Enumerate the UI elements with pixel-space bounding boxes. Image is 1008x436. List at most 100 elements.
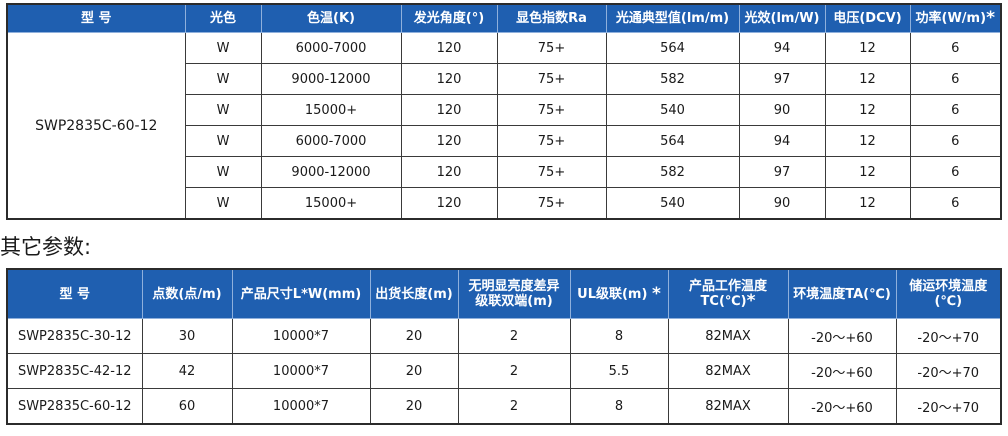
table-cell: 82MAX (667, 353, 789, 389)
asterisk-mark: * (651, 283, 661, 304)
table-cell: 120 (400, 94, 498, 126)
table-cell: 12 (824, 156, 911, 188)
table-cell: 2 (457, 388, 571, 425)
table-cell: SWP2835C-30-12 (6, 318, 143, 354)
table-cell: 582 (605, 156, 740, 188)
table-cell: 12 (824, 125, 911, 157)
header-cri: 显色指数Ra (496, 3, 607, 33)
table-cell: 10000*7 (231, 318, 371, 354)
table-cell: 75+ (496, 125, 607, 157)
table-cell: 2 (457, 353, 571, 389)
table-cell: 540 (605, 94, 740, 126)
table-cell: 42 (141, 353, 233, 389)
table-cell: W (184, 94, 262, 126)
header-luminous-flux: 光通典型值(lm/m) (605, 3, 740, 33)
table-cell: -20～+70 (895, 318, 1002, 354)
table-cell: -20～+70 (895, 388, 1002, 425)
table-cell: 6 (909, 125, 1002, 157)
table-row: SWP2835C-60-12 W 6000-7000 120 75+ 564 9… (6, 32, 1002, 220)
table-cell: 75+ (496, 187, 607, 220)
table-cell: 120 (400, 125, 498, 157)
table-cell: 15000+ (260, 187, 402, 220)
table-cell: 60 (141, 388, 233, 425)
model-cell: SWP2835C-60-12 (6, 32, 186, 220)
table-cell: 20 (369, 388, 459, 425)
table-cell: 9000-12000 (260, 156, 402, 188)
led-spec-table: 型 号 光色 色温(K) 发光角度(°) 显色指数Ra 光通典型值(lm/m) … (6, 3, 1002, 220)
header-length: 出货长度(m) (369, 268, 459, 319)
table-cell: 75+ (496, 63, 607, 95)
section-title-other-params: 其它参数: (0, 235, 92, 259)
table-cell: SWP2835C-42-12 (6, 353, 143, 389)
table-row: W 9000-12000 120 75+ 582 97 12 6 (7, 63, 1002, 95)
header-tc-line2: TC(℃) (700, 294, 747, 309)
params-header-row: 型 号 点数(点/m) 产品尺寸L*W(mm) 出货长度(m) 无明显亮度差异级… (6, 268, 1002, 319)
table-row: W 6000-7000 120 75+ 564 94 12 6 (7, 125, 1002, 157)
asterisk-mark: * (746, 291, 756, 311)
table-cell: 82MAX (667, 318, 789, 354)
table-cell: 90 (738, 187, 826, 220)
table-cell: SWP2835C-60-12 (6, 388, 143, 425)
other-params-table: 型 号 点数(点/m) 产品尺寸L*W(mm) 出货长度(m) 无明显亮度差异级… (6, 268, 1002, 425)
table-row: W 15000+ 120 75+ 540 90 12 6 (7, 187, 1002, 220)
table-cell: 120 (400, 63, 498, 95)
table-cell: 6 (909, 63, 1002, 95)
table-cell: 90 (738, 94, 826, 126)
table-cell: 94 (738, 32, 826, 64)
header-voltage: 电压(DCV) (824, 3, 911, 33)
table-cell: 12 (824, 94, 911, 126)
table-cell: 564 (605, 125, 740, 157)
table-cell: W (184, 63, 262, 95)
table-cell: -20～+60 (787, 388, 897, 425)
table-cell: W (184, 125, 262, 157)
table-cell: 120 (400, 187, 498, 220)
header-storage-temp: 储运环境温度(℃) (895, 268, 1002, 319)
table-cell: W (184, 156, 262, 188)
table-cell: 6 (909, 94, 1002, 126)
table-cell: 75+ (496, 156, 607, 188)
header-power-label: 功率(W/m) (915, 11, 987, 26)
table-row: SWP2835C-30-12 30 10000*7 20 2 8 82MAX -… (6, 318, 1002, 354)
header-tc-temp: 产品工作温度 TC(℃)* (667, 268, 789, 319)
header-points: 点数(点/m) (141, 268, 233, 319)
table-cell: 12 (824, 63, 911, 95)
header-ul-cascade: UL级联(m) * (569, 268, 669, 319)
table-cell: 12 (824, 32, 911, 64)
table-cell: 82MAX (667, 388, 789, 425)
table-cell: 5.5 (569, 353, 669, 389)
asterisk-mark: * (986, 8, 995, 28)
header-no-diff-line1: 无明显亮度差异 (468, 279, 560, 294)
table-cell: 10000*7 (231, 388, 371, 425)
table-cell: 6000-7000 (260, 125, 402, 157)
table-cell: W (184, 187, 262, 220)
table-row: W 9000-12000 120 75+ 582 97 12 6 (7, 156, 1002, 188)
table-row: SWP2835C-60-12 60 10000*7 20 2 8 82MAX -… (6, 388, 1002, 425)
table-cell: 6 (909, 187, 1002, 220)
table-cell: 75+ (496, 32, 607, 64)
header-ambient-temp: 环境温度TA(℃) (787, 268, 897, 319)
table-cell: 2 (457, 318, 571, 354)
table-cell: 94 (738, 125, 826, 157)
header-light-color: 光色 (184, 3, 262, 33)
table-cell: 75+ (496, 94, 607, 126)
table-cell: 30 (141, 318, 233, 354)
spec-header-row: 型 号 光色 色温(K) 发光角度(°) 显色指数Ra 光通典型值(lm/m) … (6, 3, 1002, 33)
table-cell: 12 (824, 187, 911, 220)
table-cell: -20～+70 (895, 353, 1002, 389)
table-cell: 540 (605, 187, 740, 220)
table-cell: 120 (400, 32, 498, 64)
header-tc-line1: 产品工作温度 (688, 279, 767, 294)
header-model: 型 号 (6, 3, 186, 33)
header-efficacy: 光效(lm/W) (738, 3, 826, 33)
table-cell: 582 (605, 63, 740, 95)
table-cell: 6 (909, 32, 1002, 64)
table-cell: 15000+ (260, 94, 402, 126)
header-beam-angle: 发光角度(°) (400, 3, 498, 33)
header-size: 产品尺寸L*W(mm) (231, 268, 371, 319)
header-no-diff-line2: 级联双端(m) (475, 294, 553, 309)
table-cell: 97 (738, 63, 826, 95)
table-cell: W (184, 32, 262, 64)
table-cell: 8 (569, 318, 669, 354)
table-cell: 8 (569, 388, 669, 425)
header-ul-label: UL级联(m) (577, 286, 648, 302)
